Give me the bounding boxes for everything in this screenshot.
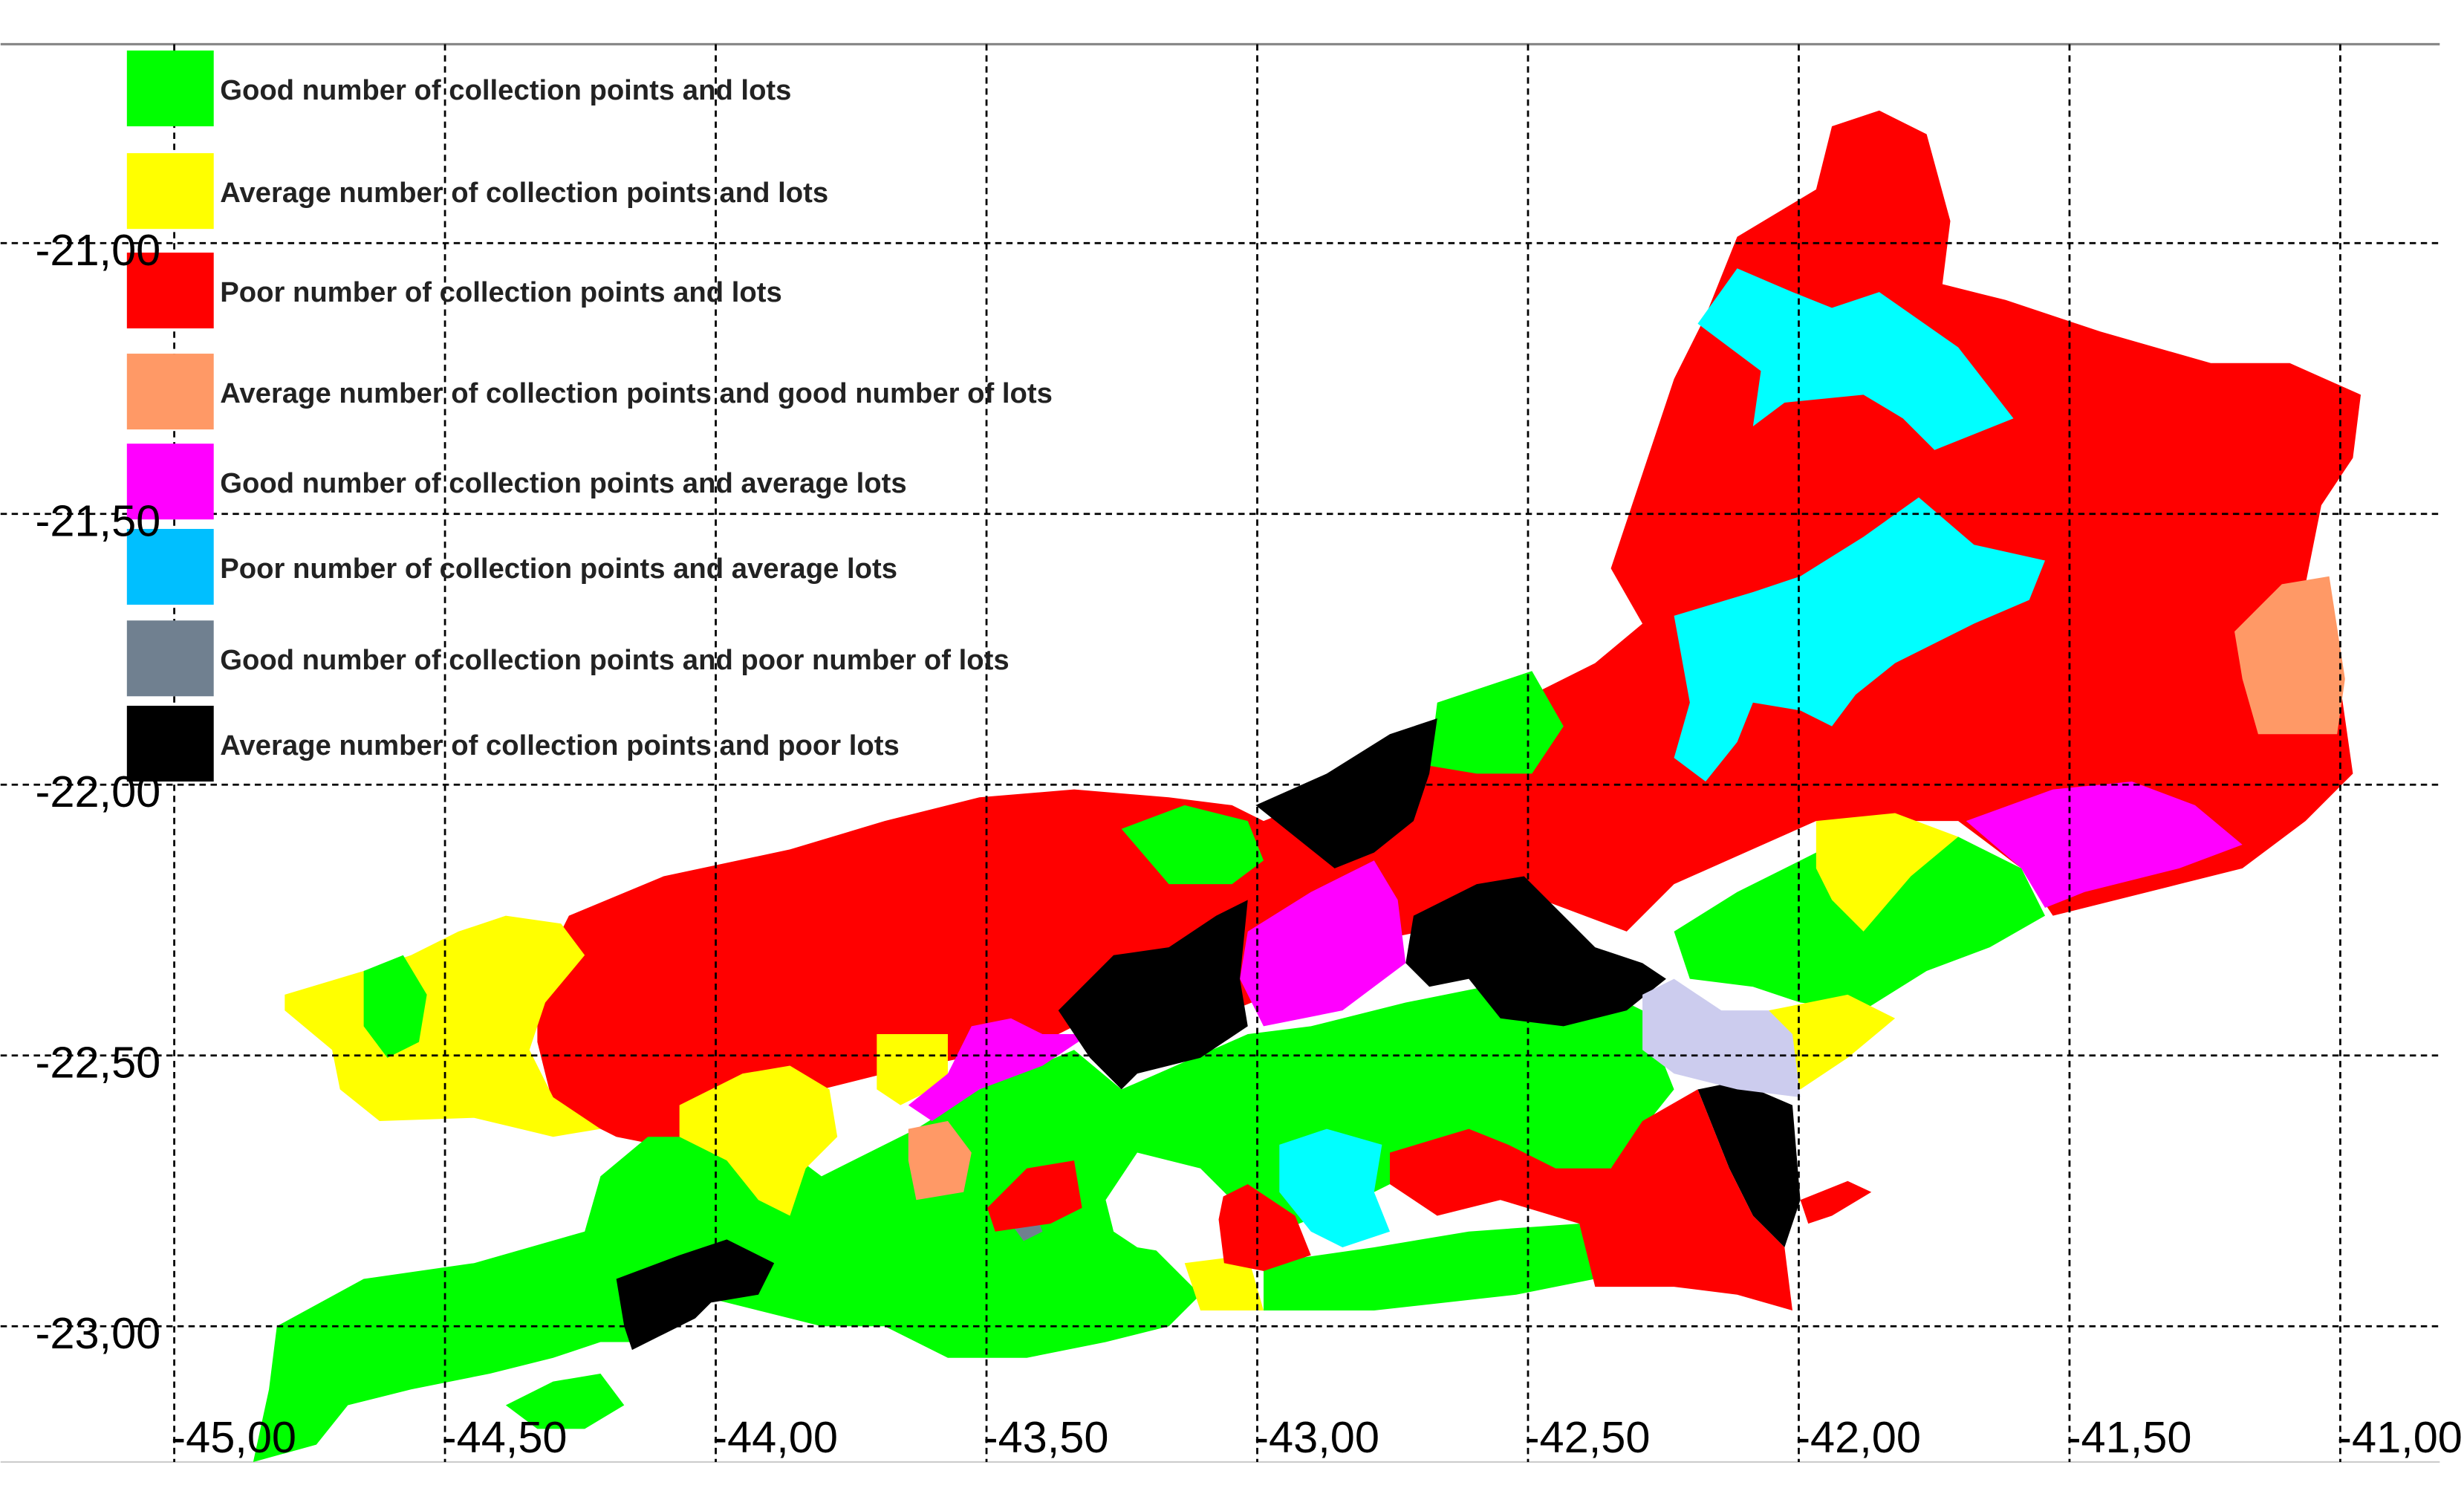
latitude-tick-label: -22,50 — [36, 1037, 161, 1087]
region-poor — [1800, 1180, 1872, 1224]
longitude-tick-label: -41,50 — [2067, 1412, 2192, 1462]
longitude-tick-label: -43,50 — [984, 1412, 1109, 1462]
legend-swatch — [126, 354, 214, 430]
legend-swatch — [126, 620, 214, 697]
legend-label: Average number of collection points and … — [220, 730, 900, 761]
legend-label: Good number of collection points and poo… — [220, 644, 1009, 676]
region-average — [1816, 813, 1959, 932]
region-average — [1184, 1255, 1264, 1310]
region-average — [877, 1034, 948, 1105]
region-good — [1121, 805, 1264, 885]
region-unclassified — [1642, 978, 1801, 1098]
longitude-tick-label: -44,50 — [442, 1412, 568, 1462]
longitude-tick-label: -42,50 — [1525, 1412, 1651, 1462]
region-poor — [987, 1160, 1082, 1232]
legend-swatch — [126, 705, 214, 782]
region-average-points-poor-lots — [1058, 900, 1248, 1090]
longitude-tick-label: -41,00 — [2337, 1412, 2463, 1462]
municipality-regions — [253, 110, 2361, 1462]
region-poor-points-average-lots — [1674, 497, 2046, 782]
longitude-tick-label: -42,00 — [1795, 1412, 1921, 1462]
region-average-points-poor-lots — [1697, 1081, 1801, 1247]
region-good-points-average-lots — [908, 1018, 1090, 1121]
graticule — [0, 44, 2440, 1462]
region-good — [363, 955, 427, 1058]
legend-label: Good number of collection points and lot… — [220, 74, 791, 106]
region-average-points-poor-lots — [1405, 876, 1666, 1027]
legend-label: Average number of collection points and … — [220, 377, 1053, 409]
legend: Good number of collection points and lot… — [126, 51, 1053, 782]
region-poor — [1216, 1183, 1311, 1271]
longitude-tick-label: -43,00 — [1254, 1412, 1379, 1462]
legend-label: Good number of collection points and ave… — [220, 467, 906, 499]
legend-swatch — [126, 528, 214, 605]
longitude-labels: -45,00 -44,50 -44,00 -43,50 -43,00 -42,50 -42,… — [171, 1412, 2463, 1462]
latitude-tick-label: -22,00 — [36, 767, 161, 816]
latitude-tick-label: -21,50 — [36, 496, 161, 546]
region-poor-points-average-lots — [1697, 268, 2014, 450]
region-average-points-poor-lots — [616, 1239, 775, 1351]
legend-label: Average number of collection points and … — [220, 177, 828, 209]
region-bay — [1105, 1176, 1224, 1256]
latitude-tick-label: -21,00 — [36, 225, 161, 275]
legend-swatch — [126, 444, 214, 520]
region-average — [679, 1065, 838, 1216]
region-good — [1429, 671, 1564, 774]
legend-swatch — [126, 253, 214, 329]
region-poor-points-average-lots — [1279, 1128, 1391, 1247]
legend-swatch — [126, 153, 214, 230]
legend-label: Poor number of collection points and ave… — [220, 553, 897, 585]
region-average-points-good-lots — [2234, 576, 2345, 735]
region-good-points-average-lots — [1240, 860, 1406, 1027]
region-good-points-average-lots — [1966, 782, 2243, 909]
region-good — [253, 978, 1674, 1462]
longitude-tick-label: -44,00 — [712, 1412, 838, 1462]
region-poor — [1390, 1089, 1792, 1310]
longitude-tick-label: -45,00 — [171, 1412, 296, 1462]
legend-label: Poor number of collection points and lot… — [220, 276, 782, 308]
region-average-points-good-lots — [908, 1120, 972, 1201]
latitude-labels: -21,00 -21,50 -22,00 -22,50 -23,00 — [36, 225, 161, 1358]
latitude-tick-label: -23,00 — [36, 1308, 161, 1358]
region-good — [505, 1373, 625, 1429]
region-average — [1769, 994, 1896, 1090]
region-good — [1264, 1224, 1596, 1310]
region-average-points-poor-lots — [1255, 718, 1437, 868]
legend-swatch — [126, 51, 214, 127]
